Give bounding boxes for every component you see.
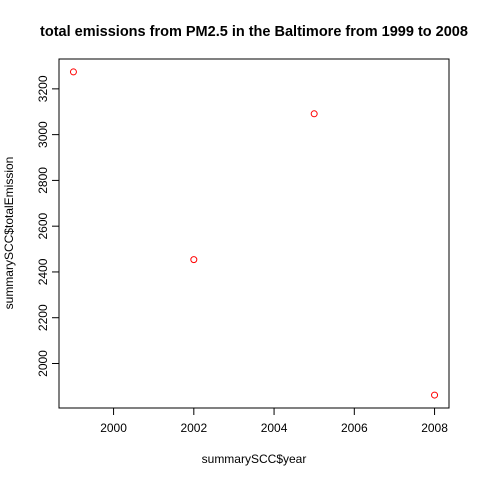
data-point	[190, 256, 198, 264]
y-tick-label: 3200	[36, 75, 50, 102]
y-tick-label: 2000	[36, 350, 50, 377]
x-tick-label: 2000	[100, 421, 127, 435]
y-axis: 2000 2200 2400 2600 2800 3000 3200	[36, 75, 60, 377]
y-tick-label: 2400	[36, 258, 50, 285]
data-point	[431, 391, 439, 399]
y-tick-label: 2200	[36, 304, 50, 331]
x-tick-label: 2002	[180, 421, 207, 435]
x-axis: 2000 2002 2004 2006 2008	[100, 407, 448, 435]
x-tick-label: 2006	[341, 421, 368, 435]
data-point	[310, 110, 318, 118]
x-axis-label: summarySCC$year	[202, 452, 307, 466]
y-tick-label: 3000	[36, 121, 50, 148]
data-points	[69, 68, 439, 399]
chart-title: total emissions from PM2.5 in the Baltim…	[40, 24, 468, 40]
x-tick-label: 2008	[421, 421, 448, 435]
y-axis-label: summarySCC$totalEmission	[2, 157, 16, 310]
y-tick-label: 2600	[36, 213, 50, 240]
plot-box	[58, 58, 450, 409]
data-point	[69, 68, 77, 76]
y-tick-label: 2800	[36, 167, 50, 194]
x-tick-label: 2004	[261, 421, 288, 435]
